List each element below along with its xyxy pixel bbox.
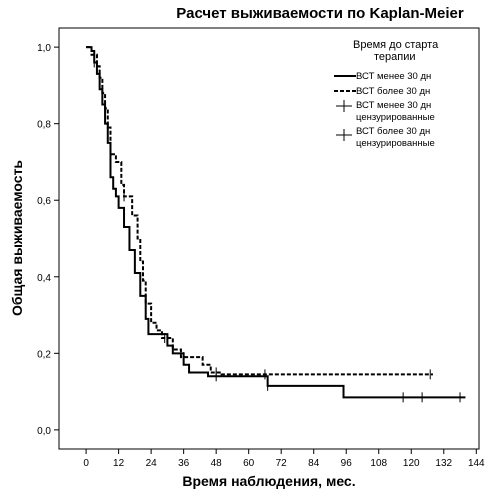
- y-tick-label: 0,0: [37, 426, 51, 437]
- x-tick-label: 144: [468, 458, 485, 469]
- chart-title: Расчет выживаемости по Kaplan-Meier: [176, 5, 464, 22]
- y-tick-label: 0,6: [37, 196, 51, 207]
- legend-entry-solid: ВСТ менее 30 дн: [356, 71, 431, 82]
- y-axis-label: Общая выживаемость: [9, 160, 25, 316]
- x-axis-label: Время наблюдения, мес.: [182, 473, 355, 489]
- x-tick-label: 132: [435, 458, 452, 469]
- legend-entry-censored-solid: ВСТ менее 30 дн цензурированные: [356, 100, 435, 123]
- x-tick-label: 72: [276, 458, 288, 469]
- x-tick-label: 60: [243, 458, 255, 469]
- legend-entry-censored-dashed: ВСТ более 30 дн цензурированные: [356, 126, 435, 149]
- x-tick-label: 0: [83, 458, 89, 469]
- x-tick-label: 48: [211, 458, 223, 469]
- x-tick-label: 108: [370, 458, 387, 469]
- legend-censor-mark-dashed: [336, 129, 352, 141]
- x-tick-label: 12: [113, 458, 125, 469]
- y-tick-label: 0,8: [37, 120, 51, 131]
- x-tick-label: 84: [308, 458, 320, 469]
- legend: Время до старта терапии ВСТ менее 30 дн В…: [334, 39, 439, 149]
- legend-title: Время до старта терапии: [353, 39, 439, 63]
- y-tick-label: 1,0: [37, 43, 51, 54]
- x-tick-label: 120: [403, 458, 420, 469]
- legend-entry-dashed: ВСТ более 30 дн: [356, 86, 430, 97]
- legend-censor-mark-solid: [336, 100, 352, 112]
- x-tick-label: 96: [341, 458, 353, 469]
- y-tick-label: 0,2: [37, 349, 51, 360]
- x-tick-label: 36: [178, 458, 190, 469]
- x-tick-label: 24: [146, 458, 158, 469]
- y-tick-label: 0,4: [37, 273, 51, 284]
